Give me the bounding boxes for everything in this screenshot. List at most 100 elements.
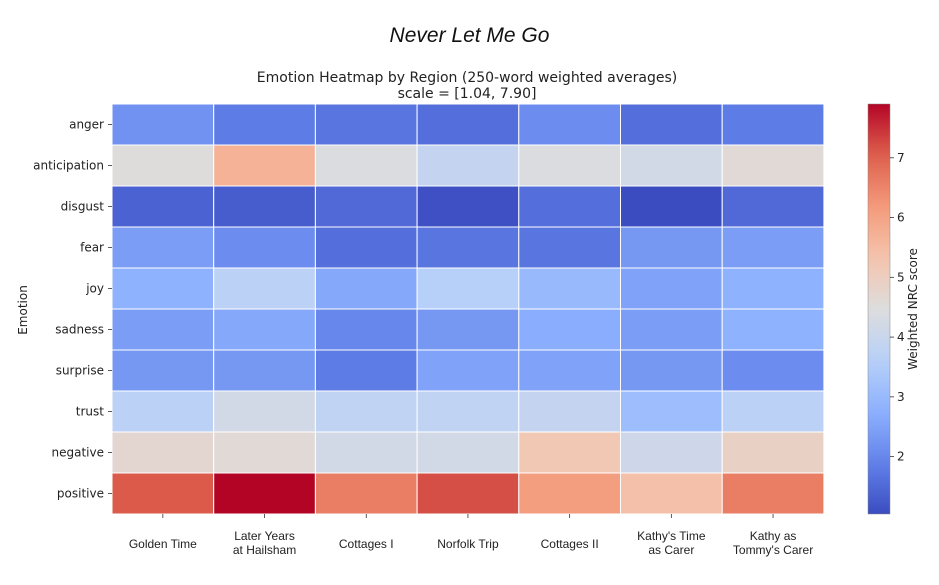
heatmap-cell [213, 185, 316, 228]
heatmap-cell [620, 103, 723, 146]
row-label: anger [69, 118, 104, 132]
heatmap-cell [620, 349, 723, 392]
row-label: disgust [61, 200, 105, 214]
heatmap-cell [111, 267, 215, 310]
colorbar-tick-label: 3 [897, 390, 905, 404]
heatmap-cell [721, 103, 825, 146]
row-label: negative [52, 446, 104, 460]
heatmap-cell [416, 185, 520, 228]
column-label: Later Years at Hailsham [233, 529, 296, 557]
heatmap-cell [620, 144, 723, 187]
chart-title: Emotion Heatmap by Region (250-word weig… [257, 70, 677, 86]
heatmap-cell [518, 103, 621, 146]
heatmap-cell [620, 390, 723, 433]
row-label: sadness [55, 323, 104, 337]
heatmap-cell [111, 103, 215, 146]
heatmap-cell [111, 308, 215, 351]
heatmap-cell [213, 144, 316, 187]
heatmap-cell [620, 226, 723, 269]
column-label: Norfolk Trip [437, 537, 499, 551]
colorbar-tick-label: 5 [897, 270, 905, 284]
column-label: Cottages I [339, 537, 394, 551]
heatmap-cell [111, 431, 215, 474]
heatmap-cell [620, 308, 723, 351]
column-label: Cottages II [541, 537, 599, 551]
heatmap-cell [111, 472, 215, 515]
heatmap-cell [213, 431, 316, 474]
heatmap-cell [721, 185, 825, 228]
heatmap-cell [721, 308, 825, 351]
heatmap-cell [314, 308, 418, 351]
heatmap-cell [111, 349, 215, 392]
heatmap-cell [416, 226, 520, 269]
colorbar-tick-label: 6 [897, 211, 905, 225]
heatmap-cell [416, 349, 520, 392]
heatmap-cell [518, 226, 621, 269]
heatmap-cell [518, 267, 621, 310]
colorbar [867, 103, 891, 515]
heatmap-cell [213, 390, 316, 433]
colorbar-ticks: 2 3 4 5 6 7 [890, 151, 905, 464]
heatmap-cell [518, 144, 621, 187]
heatmap-cell [416, 308, 520, 351]
colorbar-tick-label: 4 [897, 330, 905, 344]
heatmap-cell [111, 226, 215, 269]
heatmap-cell [721, 349, 825, 392]
column-label: Kathy as Tommy's Carer [733, 529, 813, 557]
column-labels: Golden Time Later Years at Hailsham Cottage… [129, 514, 813, 557]
heatmap-cell [111, 390, 215, 433]
heatmap-cell [111, 185, 215, 228]
row-label: fear [80, 241, 104, 255]
heatmap-cell [213, 226, 316, 269]
heatmap-cell [416, 431, 520, 474]
heatmap-cell [416, 390, 520, 433]
row-label: anticipation [33, 159, 104, 173]
row-label: surprise [56, 364, 104, 378]
heatmap-cell [213, 267, 316, 310]
heatmap-cell [518, 472, 621, 515]
heatmap-cell [416, 472, 520, 515]
heatmap-cell [314, 349, 418, 392]
heatmap-cell [721, 267, 825, 310]
y-axis-label: Emotion [16, 285, 30, 335]
heatmap-cells [111, 103, 825, 515]
heatmap-cell [416, 144, 520, 187]
row-label: positive [57, 487, 104, 501]
heatmap-cell [314, 185, 418, 228]
heatmap-cell [314, 267, 418, 310]
heatmap-cell [314, 103, 418, 146]
heatmap-cell [314, 390, 418, 433]
heatmap-cell [620, 267, 723, 310]
column-label: Kathy's Time as Carer [637, 529, 706, 557]
heatmap-cell [721, 431, 825, 474]
heatmap-cell [518, 185, 621, 228]
heatmap-cell [518, 308, 621, 351]
heatmap-cell [213, 308, 316, 351]
heatmap-cell [721, 390, 825, 433]
row-labels: anger anticipation disgust fear joy sadness su… [33, 118, 112, 501]
heatmap-cell [518, 349, 621, 392]
heatmap-cell [213, 349, 316, 392]
heatmap-cell [518, 431, 621, 474]
chart-subtitle: scale = [1.04, 7.90] [398, 86, 537, 102]
heatmap-cell [620, 472, 723, 515]
heatmap-cell [314, 226, 418, 269]
row-label: joy [85, 282, 104, 296]
heatmap-cell [416, 103, 520, 146]
heatmap-cell [518, 390, 621, 433]
heatmap-cell [111, 144, 215, 187]
colorbar-tick-label: 2 [897, 450, 905, 464]
heatmap-cell [416, 267, 520, 310]
heatmap-cell [721, 472, 825, 515]
row-label: trust [76, 405, 104, 419]
column-label: Golden Time [129, 537, 197, 551]
heatmap-cell [314, 144, 418, 187]
book-title: Never Let Me Go [389, 24, 550, 47]
heatmap-cell [314, 431, 418, 474]
heatmap-cell [721, 144, 825, 187]
colorbar-tick-label: 7 [897, 151, 905, 165]
heatmap-cell [620, 185, 723, 228]
heatmap-cell [314, 472, 418, 515]
heatmap-cell [721, 226, 825, 269]
